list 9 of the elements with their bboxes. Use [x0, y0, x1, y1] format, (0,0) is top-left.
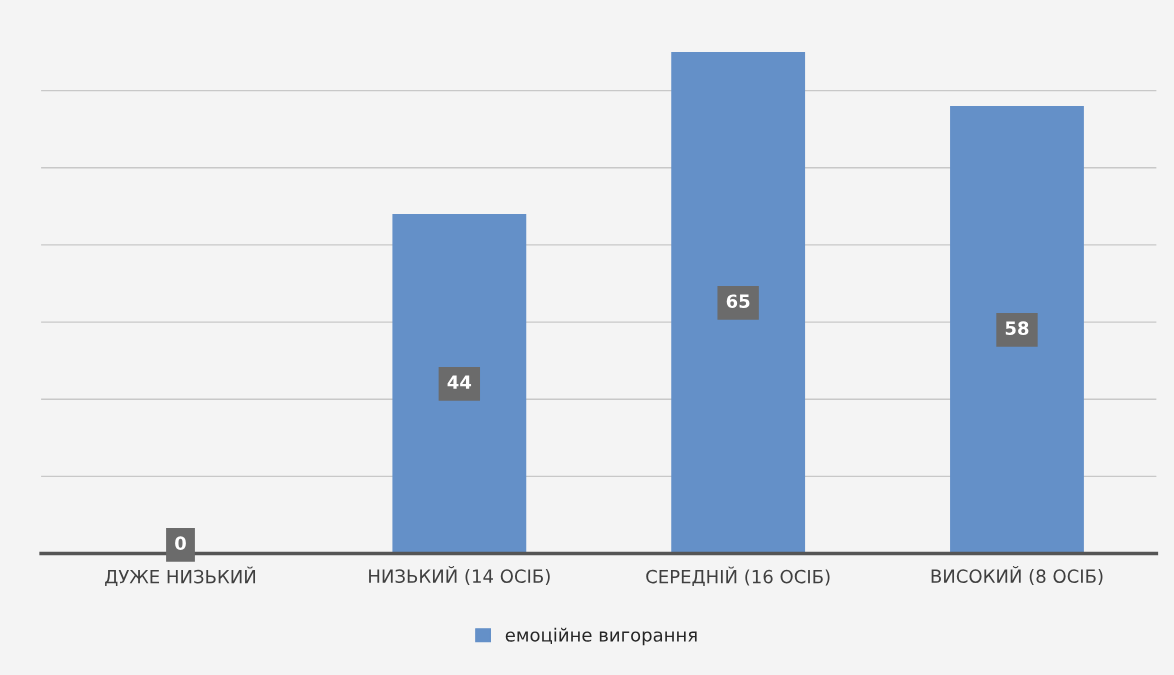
data-label: 0	[175, 536, 186, 550]
data-label: 65	[726, 294, 750, 309]
x-tick-label: СЕРЕДНІЙ (16 ОСІБ)	[646, 566, 830, 587]
legend-label: емоційне вигорання	[505, 627, 697, 646]
x-tick-label: ВИСОКИЙ (8 ОСІБ)	[931, 566, 1103, 586]
data-label: 44	[447, 375, 472, 389]
x-tick-label: ДУЖЕ НИЗЬКИЙ	[105, 566, 256, 587]
data-label: 58	[1005, 321, 1029, 336]
x-tick-label: НИЗЬКИЙ (14 ОСІБ)	[369, 566, 550, 586]
